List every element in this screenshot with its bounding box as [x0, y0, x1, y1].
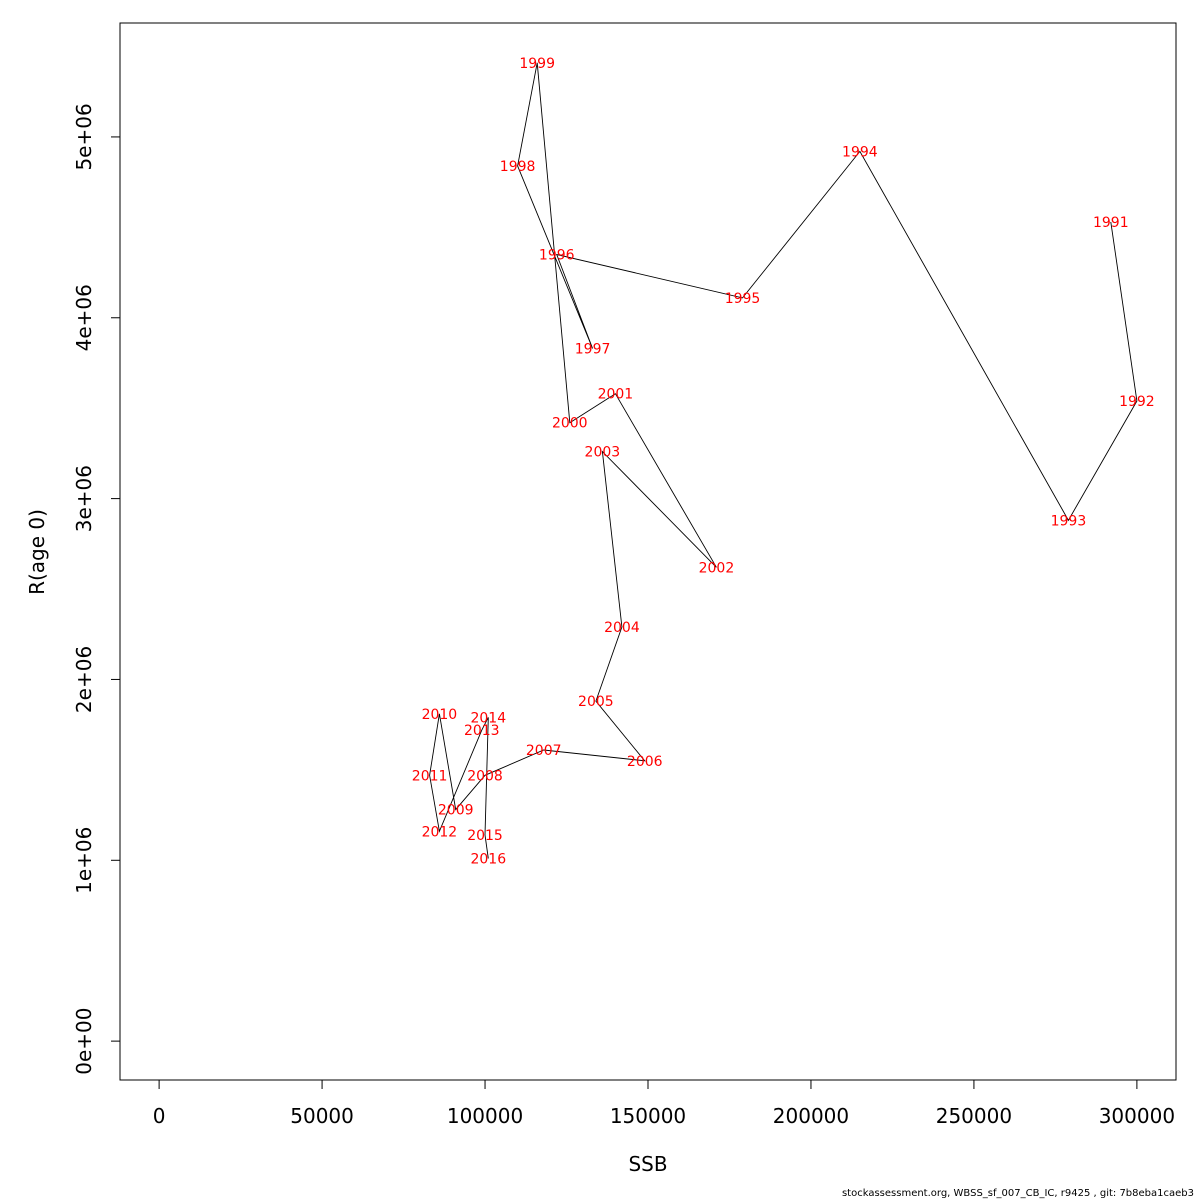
- x-tick-label: 200000: [773, 1104, 849, 1128]
- y-tick-label: 5e+06: [72, 103, 96, 170]
- year-label-2002: 2002: [699, 560, 735, 576]
- y-tick-label: 0e+00: [72, 1007, 96, 1074]
- year-label-2012: 2012: [422, 824, 458, 840]
- year-label-2013: 2013: [464, 723, 500, 739]
- year-label-1995: 1995: [725, 291, 761, 307]
- trajectory-series: [429, 62, 1138, 859]
- year-label-1997: 1997: [575, 342, 611, 358]
- y-tick-label: 4e+06: [72, 284, 96, 351]
- year-label-2004: 2004: [604, 620, 640, 636]
- y-axis: 0e+00 1e+06 2e+06 3e+06 4e+06 5e+06: [72, 103, 121, 1075]
- year-label-1993: 1993: [1051, 513, 1087, 529]
- footer-caption: stockassessment.org, WBSS_sf_007_CB_IC, …: [841, 1188, 1194, 1199]
- year-label-2003: 2003: [585, 445, 621, 461]
- x-tick-label: 0: [153, 1104, 166, 1128]
- year-label-2015: 2015: [467, 828, 503, 844]
- year-label-2011: 2011: [412, 768, 448, 784]
- year-label-1998: 1998: [500, 159, 536, 175]
- year-label-2016: 2016: [470, 851, 506, 867]
- year-label-2009: 2009: [438, 803, 474, 819]
- x-tick-label: 100000: [447, 1104, 523, 1128]
- year-label-2005: 2005: [578, 694, 614, 710]
- year-label-1991: 1991: [1093, 215, 1129, 231]
- year-label-2001: 2001: [598, 387, 634, 403]
- year-label-2007: 2007: [526, 743, 562, 759]
- year-label-2000: 2000: [552, 416, 588, 432]
- y-tick-label: 3e+06: [72, 465, 96, 532]
- x-tick-label: 300000: [1099, 1104, 1175, 1128]
- x-axis-title: SSB: [628, 1152, 667, 1176]
- x-tick-label: 150000: [610, 1104, 686, 1128]
- y-tick-label: 1e+06: [72, 827, 96, 894]
- x-axis: 0 50000 100000 150000 200000 250000 300000: [153, 1079, 1175, 1128]
- year-label-2010: 2010: [422, 707, 458, 723]
- x-tick-label: 50000: [290, 1104, 354, 1128]
- year-label-1992: 1992: [1119, 394, 1155, 410]
- y-axis-title: R(age 0): [25, 509, 49, 595]
- year-label-2008: 2008: [467, 768, 503, 784]
- y-tick-label: 2e+06: [72, 646, 96, 713]
- year-label-2006: 2006: [627, 754, 663, 770]
- year-label-1996: 1996: [539, 247, 575, 263]
- year-label-2014: 2014: [470, 710, 506, 726]
- x-tick-label: 250000: [936, 1104, 1012, 1128]
- year-label-1999: 1999: [519, 56, 555, 72]
- year-labels: 1991 1992 1993 1994 1995 1996 1997 1998 1999 2000…: [412, 56, 1155, 868]
- year-label-1994: 1994: [842, 144, 878, 160]
- plot-frame: [119, 22, 1177, 1081]
- trajectory-line: [429, 62, 1138, 859]
